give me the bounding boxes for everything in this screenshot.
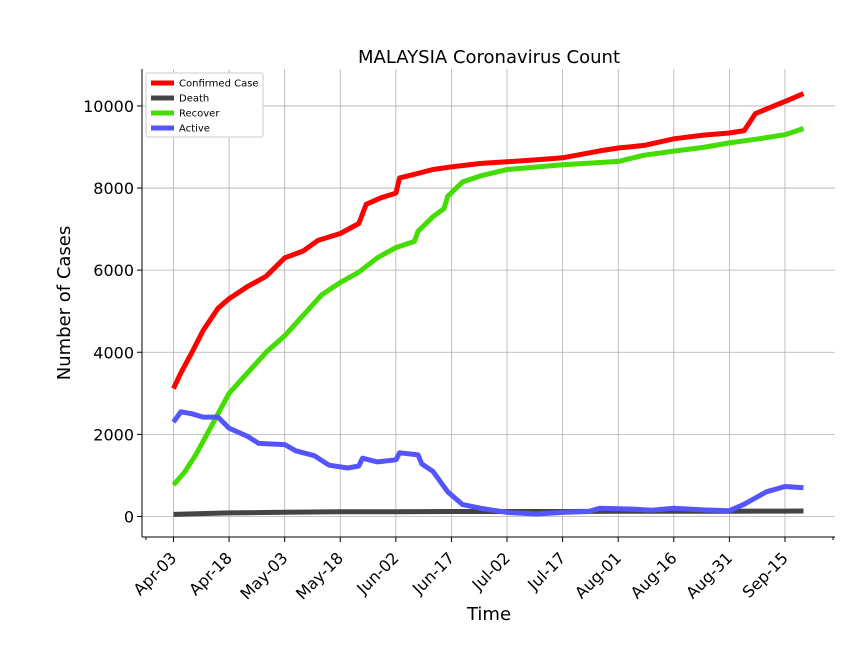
x-axis-title: Time: [466, 604, 511, 625]
y-tick-label: 8000: [93, 179, 134, 198]
y-tick-label: 6000: [93, 261, 134, 280]
x-tick-label: Aug-01: [571, 548, 625, 602]
x-tick-label: Jun-02: [352, 548, 402, 598]
series-line-recover: [171, 126, 805, 487]
y-axis-title: Number of Cases: [54, 226, 75, 381]
x-tick-label: Apr-03: [130, 548, 181, 599]
legend-label: Recover: [179, 109, 220, 120]
legend-box: [145, 72, 264, 138]
axes: [141, 69, 835, 538]
x-ticks: Apr-03 Apr-18 May-03 May-18 Jun-02 Jun-17 Jul-…: [130, 537, 834, 604]
x-tick-label: Aug-31: [682, 548, 736, 602]
series-line-confirmed-case: [171, 91, 805, 390]
x-tick-label: Jun-17: [408, 548, 458, 598]
x-tick-label: May-03: [236, 548, 291, 603]
legend-label: Active: [179, 124, 210, 135]
y-ticks: 0 2000 4000 6000 8000 10000: [83, 97, 142, 526]
series-line-active: [171, 409, 804, 517]
y-tick-label: 0: [124, 507, 134, 526]
x-tick-label: Sep-15: [739, 548, 792, 601]
y-tick-label: 4000: [93, 343, 134, 362]
y-tick-label: 2000: [93, 425, 134, 444]
grid-lines: [142, 69, 835, 537]
series-layer: [171, 91, 805, 517]
x-tick-label: Apr-18: [185, 548, 236, 599]
legend-label: Death: [179, 94, 209, 105]
x-tick-label: Aug-16: [627, 548, 681, 602]
legend-label: Confirmed Case: [179, 79, 259, 90]
y-tick-label: 10000: [83, 97, 134, 116]
legend: Confirmed Case Death Recover Active: [145, 72, 264, 138]
chart-title: MALAYSIA Coronavirus Count: [358, 47, 620, 68]
x-tick-label: May-18: [292, 548, 347, 603]
x-tick-label: Jul-17: [523, 548, 569, 594]
x-tick-label: Jul-02: [468, 548, 514, 594]
